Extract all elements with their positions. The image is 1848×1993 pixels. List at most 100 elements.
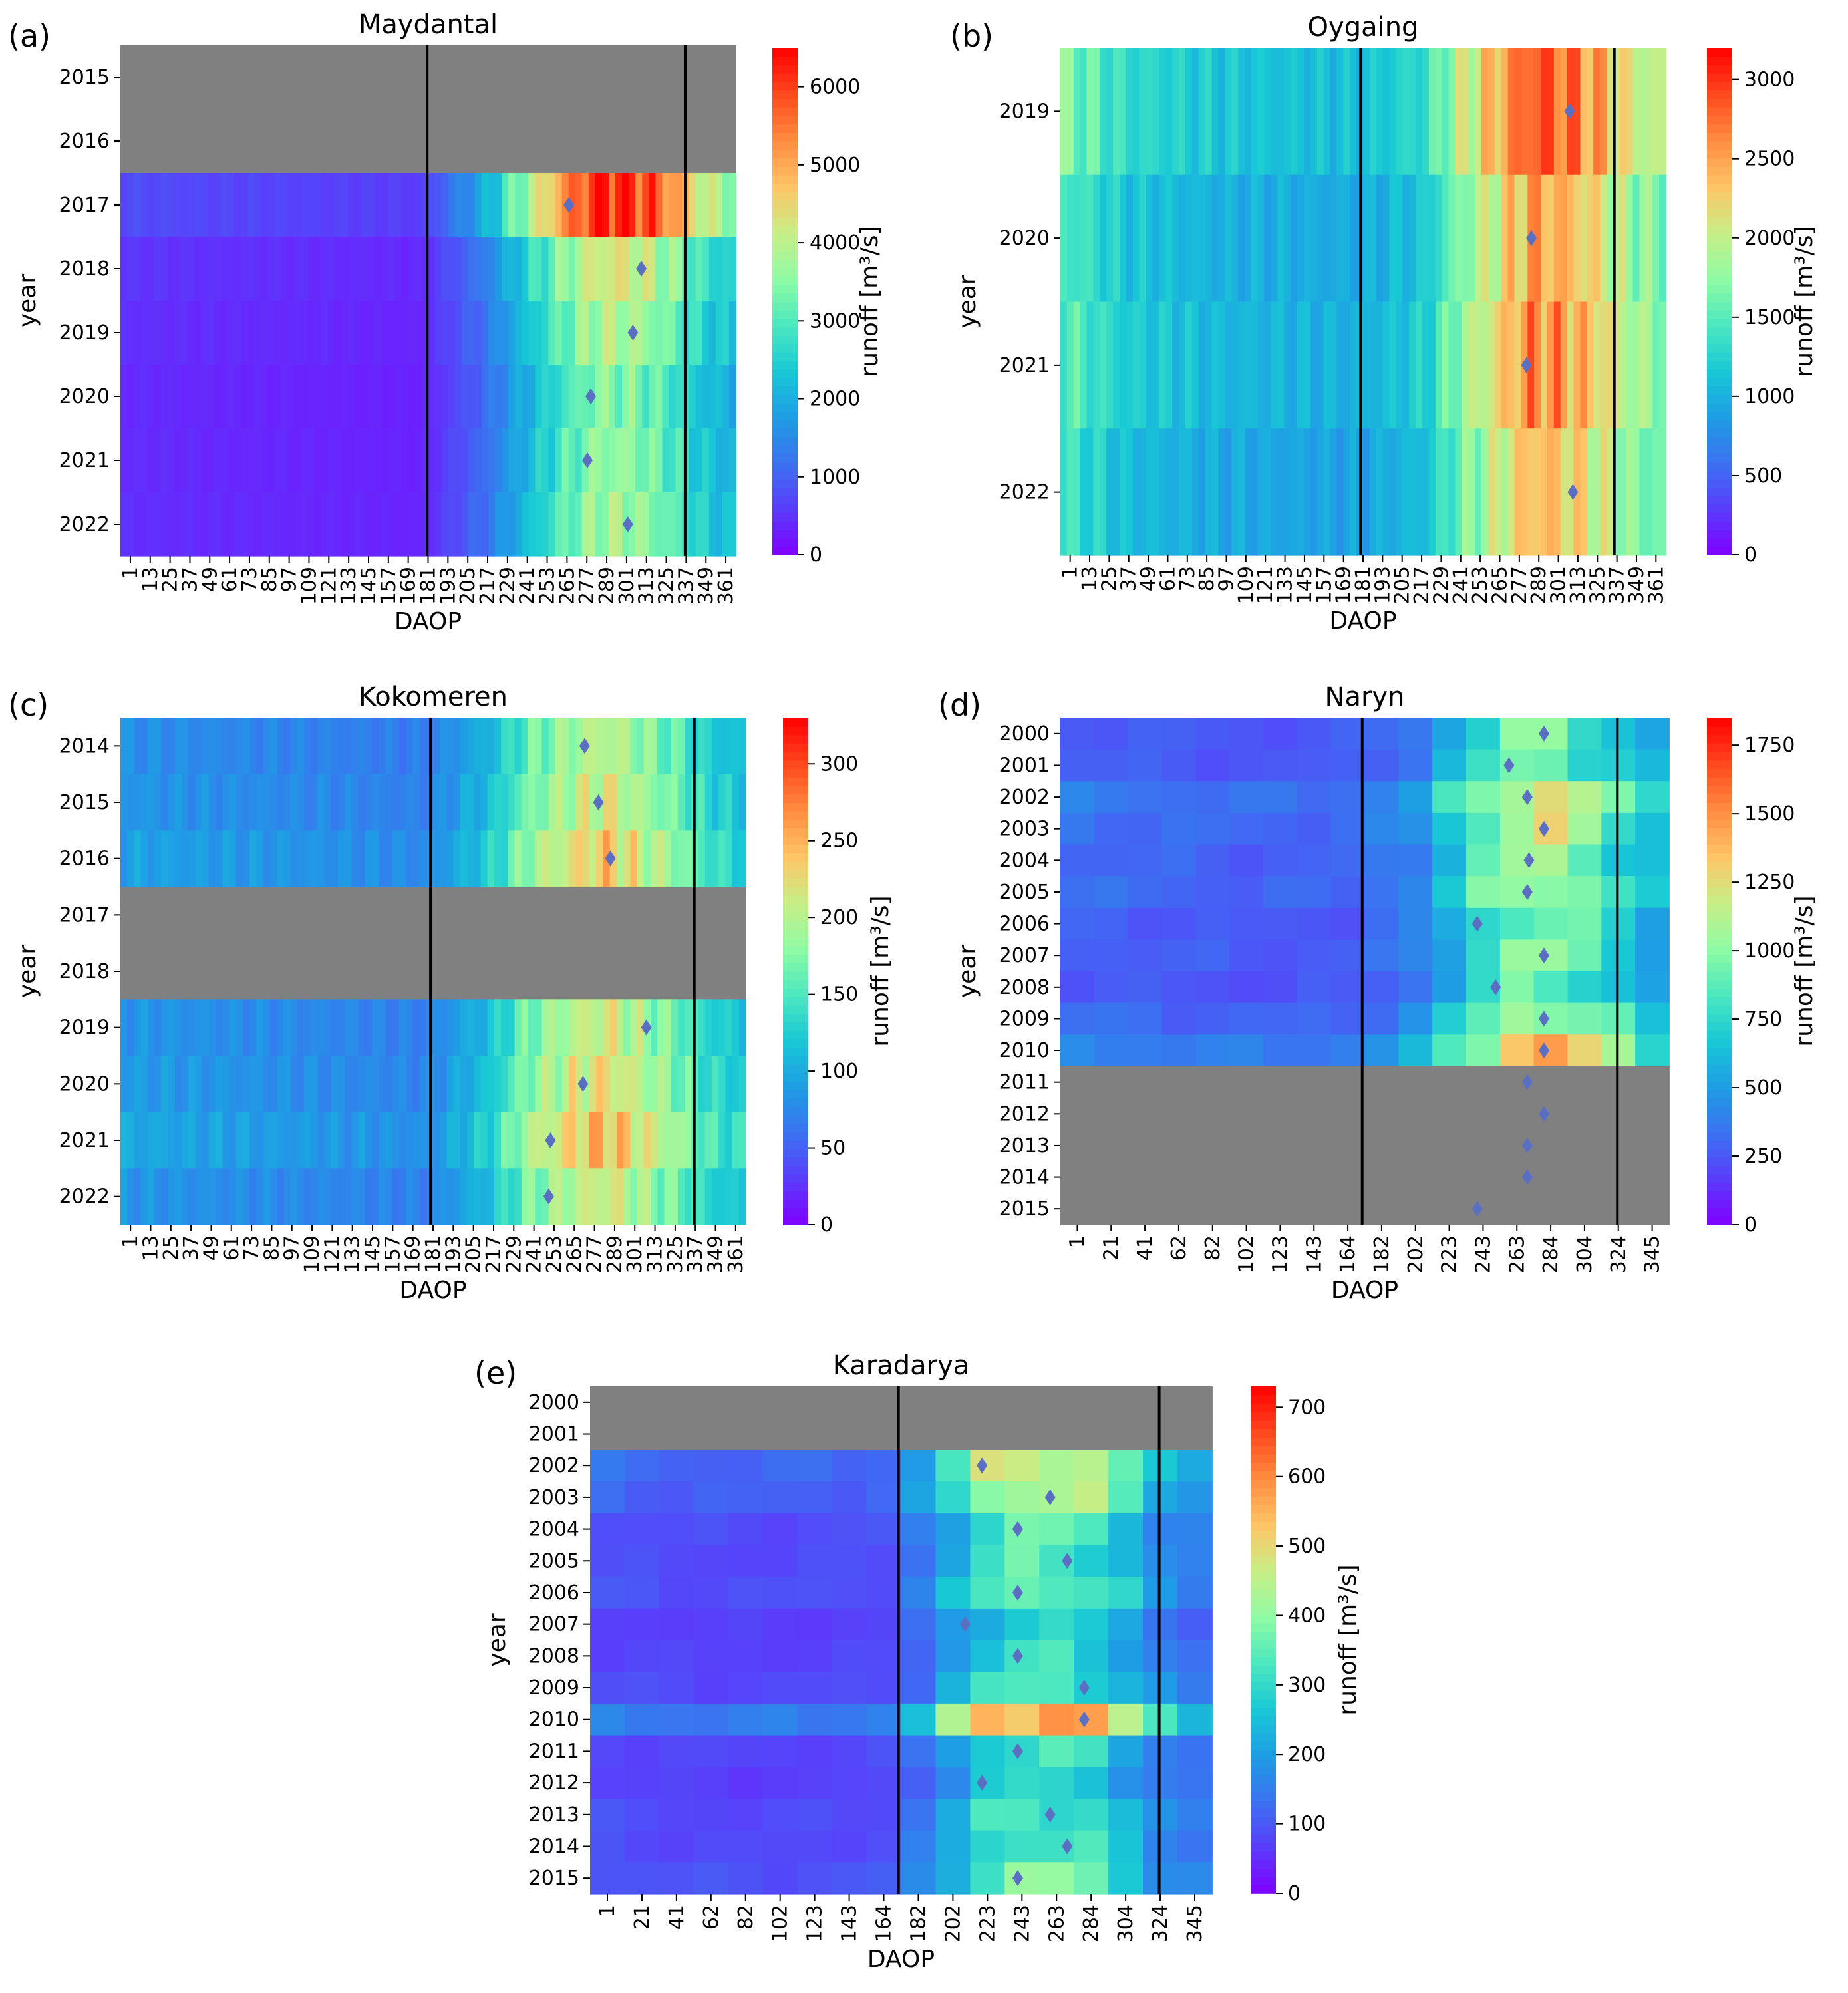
heatmap-cell xyxy=(216,1112,224,1169)
heatmap-cell xyxy=(341,492,349,557)
colorbar-band xyxy=(1251,1386,1276,1396)
peak-marker xyxy=(1521,357,1532,373)
heatmap-cell xyxy=(1330,876,1366,909)
heatmap-cell xyxy=(568,428,576,493)
heatmap-cell xyxy=(227,492,235,557)
heatmap-cells xyxy=(590,1386,1213,1895)
heatmap-cell xyxy=(460,718,468,775)
heatmap-cell xyxy=(468,237,476,301)
heatmap-cell xyxy=(134,365,142,429)
heatmap-cell xyxy=(216,774,224,831)
colorbar-band xyxy=(1707,760,1732,769)
colorbar-tick-label: 0 xyxy=(820,1213,833,1237)
heatmap-cell xyxy=(1398,812,1434,845)
heatmap-cell xyxy=(398,999,407,1056)
colorbar-band xyxy=(772,343,798,353)
heatmap-cell xyxy=(154,301,162,365)
heatmap-cell xyxy=(501,774,509,831)
heatmap-cell xyxy=(689,237,696,301)
heatmap-cell xyxy=(412,943,420,1000)
heatmap-cell xyxy=(704,1112,712,1169)
heatmap-cell xyxy=(247,237,255,301)
heatmap-cell xyxy=(480,830,488,887)
heatmap-cell xyxy=(1499,907,1535,940)
y-tick-label: 2000 xyxy=(999,722,1050,746)
heatmap-cell xyxy=(624,1735,660,1767)
heatmap-cell xyxy=(595,301,603,365)
heatmap-cell xyxy=(1402,301,1410,429)
heatmap-cell xyxy=(901,1798,937,1831)
heatmap-cell xyxy=(832,1798,867,1831)
heatmap-cell xyxy=(1635,844,1670,877)
heatmap-cell xyxy=(643,718,651,775)
heatmap-cell xyxy=(408,365,416,429)
heatmap-cell xyxy=(1560,174,1568,303)
heatmap-cell xyxy=(702,45,710,110)
heatmap-cell xyxy=(160,428,168,493)
heatmap-cell xyxy=(267,428,275,493)
colorbar-band xyxy=(1251,1859,1276,1869)
heatmap-cell xyxy=(1567,749,1603,782)
heatmap-cell xyxy=(222,1056,230,1113)
heatmap-cell xyxy=(528,1168,536,1225)
heatmap-cell xyxy=(528,173,536,237)
peak-marker xyxy=(1567,484,1579,500)
heatmap-cell xyxy=(334,365,342,429)
heatmap-cell xyxy=(1080,301,1088,429)
heatmap-cell xyxy=(693,1418,729,1450)
colorbar-band xyxy=(1707,1030,1732,1040)
heatmap-cell xyxy=(460,943,468,1000)
heatmap-cell xyxy=(514,999,522,1056)
heatmap-cell xyxy=(609,1112,617,1169)
heatmap-row-2013 xyxy=(1060,1130,1670,1162)
heatmap-cell xyxy=(1161,749,1197,782)
y-tick-label: 2011 xyxy=(529,1740,579,1763)
heatmap-cell xyxy=(722,45,730,110)
heatmap-cell xyxy=(1004,1608,1040,1641)
heatmap-cell xyxy=(154,774,162,831)
heatmap-cell xyxy=(441,45,449,110)
heatmap-cell xyxy=(1297,876,1332,909)
colorbar-band xyxy=(1707,462,1732,471)
heatmap-cell xyxy=(642,109,650,174)
heatmap-cell xyxy=(1507,174,1515,303)
x-tick-label: 325 xyxy=(1586,566,1609,604)
heatmap-cell xyxy=(615,365,623,429)
heatmap-cell xyxy=(392,830,400,887)
colorbar-tick-label: 250 xyxy=(820,830,858,853)
heatmap-cell xyxy=(487,718,495,775)
panel-title: Oygaing xyxy=(1308,12,1419,43)
x-tick-label: 164 xyxy=(873,1905,896,1942)
peak-marker xyxy=(1044,1489,1056,1505)
heatmap-cell xyxy=(595,492,603,557)
heatmap-cell xyxy=(1396,301,1404,429)
heatmap-cell xyxy=(575,1112,583,1169)
heatmap-cell xyxy=(1363,48,1370,176)
heatmap-cell xyxy=(368,365,375,429)
heatmap-cell xyxy=(1229,1066,1264,1099)
x-tick-label: 73 xyxy=(1176,566,1199,591)
colorbar-band xyxy=(772,208,798,218)
heatmap-cell xyxy=(1080,428,1088,556)
heatmap-cell xyxy=(575,830,583,887)
heatmap-cell xyxy=(434,173,442,237)
heatmap-cell xyxy=(1398,907,1434,940)
heatmap-cell xyxy=(708,428,716,493)
heatmap-cell xyxy=(1606,48,1614,176)
heatmap-cell xyxy=(421,492,429,557)
heatmap-cell xyxy=(174,1168,182,1225)
peak-marker xyxy=(579,738,590,754)
heatmap-cell xyxy=(664,774,672,831)
heatmap-cell xyxy=(1039,1577,1075,1609)
heatmap-cell xyxy=(671,774,679,831)
heatmap-cell xyxy=(616,718,624,775)
heatmap-cell xyxy=(134,830,142,887)
x-tick-label: 21 xyxy=(1100,1235,1123,1261)
heatmap-cell xyxy=(1146,428,1154,556)
x-tick-label: 61 xyxy=(220,1235,243,1261)
colorbar-band xyxy=(772,309,798,319)
heatmap-cell xyxy=(440,1168,448,1225)
heatmap-cell xyxy=(643,774,651,831)
heatmap-cell xyxy=(467,887,475,944)
heatmap-cell xyxy=(1244,428,1252,556)
